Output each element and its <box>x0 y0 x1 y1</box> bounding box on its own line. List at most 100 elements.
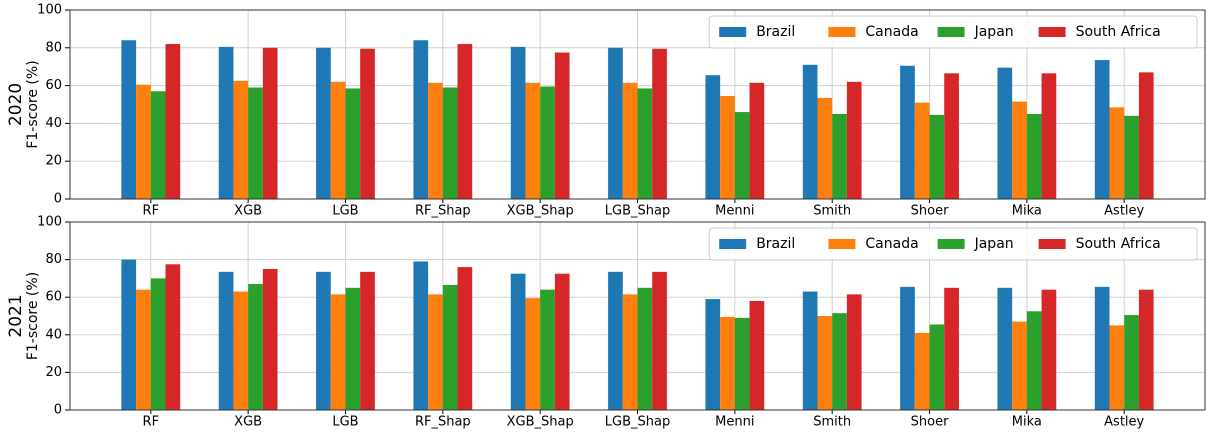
bar <box>1094 60 1110 200</box>
bar <box>316 271 331 410</box>
bar <box>817 316 833 410</box>
x-tick-label: RF <box>143 204 160 219</box>
bar <box>510 46 526 200</box>
legend-swatch <box>1038 239 1066 249</box>
bar <box>150 278 166 410</box>
bar <box>608 271 623 410</box>
bar <box>929 324 945 410</box>
legend-swatch <box>1038 27 1066 37</box>
panel-year: 2021 <box>6 294 26 337</box>
bar <box>734 317 750 410</box>
plot-frame <box>69 221 1206 411</box>
bar <box>428 294 443 410</box>
bar <box>1124 315 1139 410</box>
bar <box>121 259 137 410</box>
y-tick-label: 40 <box>45 116 62 131</box>
y-tick-label: 100 <box>37 215 62 230</box>
bar <box>1026 311 1042 410</box>
legend-label: South Africa <box>1076 236 1161 252</box>
bar <box>832 113 847 199</box>
y-tick-label: 60 <box>45 290 62 305</box>
legend-label: Canada <box>865 236 918 252</box>
y-tick-label: 80 <box>45 40 62 55</box>
bar <box>218 271 234 410</box>
bar <box>652 271 667 410</box>
x-tick-label: XGB <box>234 415 262 430</box>
x-tick-label: LGB_Shap <box>605 204 670 219</box>
bar <box>846 81 862 199</box>
legend-label: Brazil <box>756 236 795 252</box>
bar <box>330 294 346 410</box>
x-tick-label: RF_Shap <box>415 204 471 219</box>
x-tick-label: Mika <box>1012 415 1042 430</box>
legend-swatch <box>719 27 747 37</box>
y-tick-label: 20 <box>45 365 62 380</box>
bar <box>944 287 959 410</box>
y-tick-label: 0 <box>54 192 62 207</box>
bar <box>1041 289 1057 410</box>
bar <box>608 47 623 199</box>
x-tick-label: XGB_Shap <box>507 415 574 430</box>
bar <box>1012 101 1027 199</box>
bar <box>330 81 346 199</box>
legend-label: Canada <box>865 24 918 40</box>
x-tick-label: LGB_Shap <box>605 415 670 430</box>
bar <box>997 287 1013 410</box>
bar <box>136 84 151 199</box>
bar <box>1012 321 1027 410</box>
bar <box>652 48 667 200</box>
bar <box>428 82 443 199</box>
bar <box>554 273 570 410</box>
bar <box>262 47 278 199</box>
legend-swatch <box>828 239 856 249</box>
bar <box>1138 72 1154 199</box>
bar <box>720 95 735 199</box>
panel: 0 20 40 60 80 100 RF XGB LGB RF_Shap XGB_Shap LGB_S… <box>6 215 1206 430</box>
y-tick-label: 80 <box>45 252 62 267</box>
x-tick-label: Astley <box>1104 415 1144 430</box>
bar <box>413 261 429 410</box>
x-tick-label: Astley <box>1104 204 1144 219</box>
y-tick-label: 60 <box>45 78 62 93</box>
x-tick-label: LGB <box>332 415 358 430</box>
bar <box>802 291 818 410</box>
bar <box>637 88 653 199</box>
bar <box>233 80 249 199</box>
bar <box>1138 289 1154 410</box>
bar <box>749 82 765 199</box>
bar <box>360 48 375 200</box>
y-tick-label: 40 <box>45 327 62 342</box>
bar <box>442 87 458 199</box>
bar <box>233 291 249 410</box>
bar <box>1109 325 1125 410</box>
legend-swatch <box>937 27 965 37</box>
bar <box>218 46 234 200</box>
x-tick-label: Menni <box>715 415 754 430</box>
bar <box>457 267 473 410</box>
legend-swatch <box>828 27 856 37</box>
bar <box>457 44 473 199</box>
bar <box>622 294 638 410</box>
bar <box>413 40 429 199</box>
x-tick-label: Menni <box>715 204 754 219</box>
bar <box>150 91 166 199</box>
bar <box>720 316 735 410</box>
panel: 0 20 40 60 80 100 RF XGB LGB RF_Shap XGB_Shap LGB_S… <box>6 3 1206 219</box>
bar <box>1124 115 1139 199</box>
bar <box>248 284 263 410</box>
x-tick-label: RF <box>143 415 160 430</box>
legend-swatch <box>937 239 965 249</box>
bar <box>900 286 915 410</box>
bar <box>540 86 555 199</box>
bar <box>262 269 278 410</box>
bar <box>121 40 137 199</box>
legend-label: Japan <box>974 24 1014 40</box>
bar <box>705 299 721 410</box>
x-tick-label: Shoer <box>911 415 949 430</box>
bar <box>734 112 750 199</box>
legend-label: South Africa <box>1076 24 1161 40</box>
bar <box>749 300 765 410</box>
bar <box>525 82 541 199</box>
